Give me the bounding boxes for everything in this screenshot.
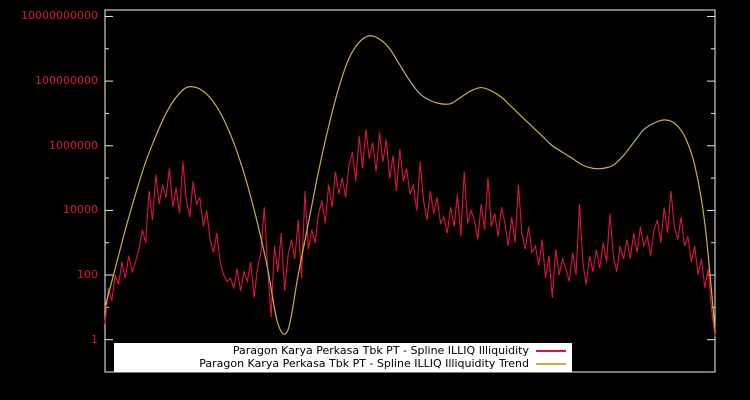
legend-entry-illiquidity: Paragon Karya Perkasa Tbk PT - Spline IL… <box>116 345 566 357</box>
legend-line-sample-trend <box>536 363 566 365</box>
y-tick-label: 100000000 <box>35 74 98 88</box>
chart-legend: Paragon Karya Perkasa Tbk PT - Spline IL… <box>114 343 572 372</box>
legend-line-sample-illiquidity <box>536 350 566 352</box>
legend-entry-trend: Paragon Karya Perkasa Tbk PT - Spline IL… <box>116 358 566 370</box>
legend-label-trend: Paragon Karya Perkasa Tbk PT - Spline IL… <box>199 357 529 370</box>
series-trend-line <box>104 35 716 335</box>
series-illiquidity-line <box>104 129 716 337</box>
y-tick-label: 1000000 <box>49 138 98 152</box>
y-tick-label: 10000 <box>63 203 98 217</box>
legend-label-illiquidity: Paragon Karya Perkasa Tbk PT - Spline IL… <box>232 344 529 357</box>
plot-border <box>104 9 716 373</box>
y-tick-label: 10000000000 <box>21 9 98 23</box>
y-tick-label: 100 <box>77 268 98 282</box>
y-tick-label: 1 <box>91 332 98 346</box>
